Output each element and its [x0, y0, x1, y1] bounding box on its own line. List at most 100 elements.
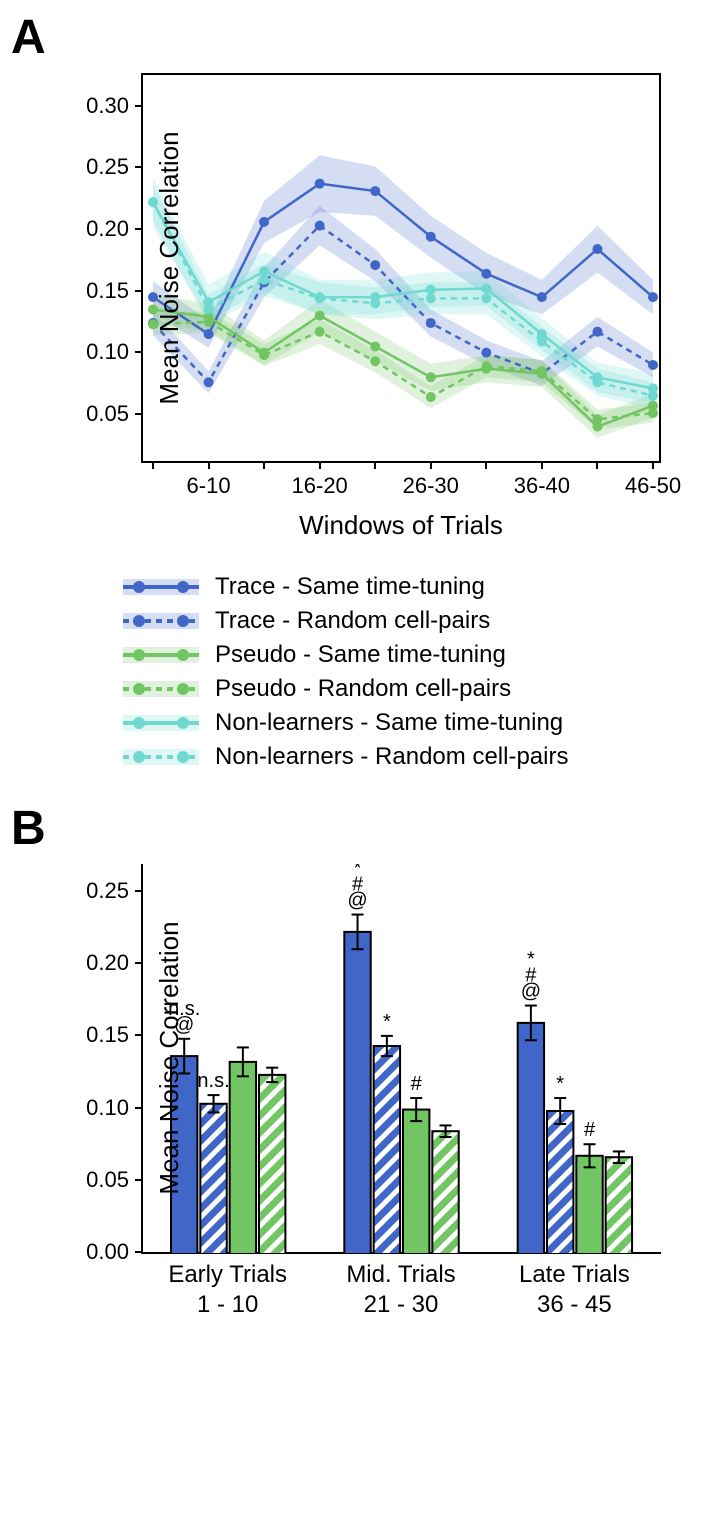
panel-b-label: B — [11, 801, 711, 856]
marker — [481, 269, 491, 279]
legend-label: Trace - Same time-tuning — [215, 573, 485, 601]
marker — [592, 377, 602, 387]
marker — [370, 260, 380, 270]
legend-label: Pseudo - Random cell-pairs — [215, 675, 511, 703]
marker — [426, 285, 436, 295]
marker — [537, 366, 547, 376]
marker — [315, 311, 325, 321]
marker — [315, 293, 325, 303]
marker — [481, 361, 491, 371]
panel-a-xlabel: Windows of Trials — [299, 510, 503, 541]
marker — [481, 293, 491, 303]
bar — [606, 1157, 632, 1254]
y-tick-label: 0.30 — [86, 93, 129, 119]
panel-b-svg: @n.s.n.s.@#**#@#**# — [143, 864, 663, 1254]
y-tick-label: 0.15 — [86, 278, 129, 304]
group-label-top: Late Trials — [519, 1261, 630, 1288]
y-tick-label: 0.05 — [86, 401, 129, 427]
marker — [592, 327, 602, 337]
legend-item: Trace - Same time-tuning — [121, 573, 711, 601]
bar — [576, 1156, 602, 1254]
marker — [204, 329, 214, 339]
bar — [518, 1023, 544, 1254]
bar — [230, 1062, 256, 1254]
panel-b-plot: @n.s.n.s.@#**#@#**# 0.000.050.100.150.20… — [141, 864, 661, 1254]
marker — [648, 292, 658, 302]
group-label-bottom: 1 - 10 — [197, 1291, 258, 1318]
marker — [259, 217, 269, 227]
y-tick-label: 0.20 — [86, 216, 129, 242]
bar — [344, 932, 370, 1254]
panel-a-ylabel: Mean Noise Correlation — [154, 131, 185, 404]
y-tick-label: 0.25 — [86, 154, 129, 180]
marker — [426, 293, 436, 303]
marker — [481, 284, 491, 294]
marker — [426, 318, 436, 328]
marker — [370, 341, 380, 351]
marker — [426, 392, 436, 402]
sig-label: # — [411, 1073, 423, 1095]
y-tick-label: 0.20 — [86, 950, 129, 976]
marker — [370, 298, 380, 308]
legend-item: Trace - Random cell-pairs — [121, 607, 711, 635]
marker — [537, 292, 547, 302]
marker — [648, 408, 658, 418]
panel-a-label: A — [11, 10, 711, 65]
marker — [204, 377, 214, 387]
bar — [403, 1110, 429, 1254]
legend-item: Pseudo - Same time-tuning — [121, 641, 711, 669]
x-tick-label: 46-50 — [625, 473, 681, 499]
legend-label: Pseudo - Same time-tuning — [215, 641, 506, 669]
sig-label: * — [556, 1073, 564, 1095]
group-label-top: Early Trials — [168, 1261, 287, 1288]
marker — [204, 304, 214, 314]
marker — [259, 350, 269, 360]
marker — [426, 232, 436, 242]
marker — [204, 317, 214, 327]
marker — [315, 179, 325, 189]
marker — [481, 348, 491, 358]
bar — [374, 1046, 400, 1254]
bar — [432, 1131, 458, 1254]
legend-label: Trace - Random cell-pairs — [215, 607, 490, 635]
marker — [537, 337, 547, 347]
marker — [592, 414, 602, 424]
marker — [648, 360, 658, 370]
panel-a-svg — [143, 75, 663, 465]
sig-label: * — [354, 864, 362, 880]
panel-a-legend: Trace - Same time-tuning Trace - Random c… — [121, 573, 711, 771]
group-label-top: Mid. Trials — [346, 1261, 455, 1288]
marker — [259, 275, 269, 285]
sig-label: * — [527, 949, 535, 971]
marker — [259, 266, 269, 276]
bar — [547, 1111, 573, 1254]
sig-label: n.s. — [197, 1070, 229, 1092]
legend-label: Non-learners - Same time-tuning — [215, 709, 563, 737]
x-tick-label: 26-30 — [403, 473, 459, 499]
panel-b-ylabel: Mean Noise Correlation — [154, 921, 185, 1194]
y-tick-label: 0.15 — [86, 1022, 129, 1048]
x-tick-label: 6-10 — [187, 473, 231, 499]
sig-label: * — [383, 1011, 391, 1033]
bar — [200, 1104, 226, 1254]
legend-item: Pseudo - Random cell-pairs — [121, 675, 711, 703]
legend-label: Non-learners - Random cell-pairs — [215, 743, 568, 771]
marker — [370, 356, 380, 366]
marker — [315, 327, 325, 337]
panel-a-plot: 0.050.100.150.200.250.30 6-1016-2026-303… — [141, 73, 661, 463]
marker — [648, 391, 658, 401]
marker — [315, 221, 325, 231]
marker — [426, 372, 436, 382]
marker — [370, 186, 380, 196]
panel-b-xlabels: Early Trials1 - 10Mid. Trials21 - 30Late… — [141, 1254, 661, 1334]
y-tick-label: 0.10 — [86, 339, 129, 365]
bar — [259, 1075, 285, 1254]
legend-item: Non-learners - Same time-tuning — [121, 709, 711, 737]
y-tick-label: 0.05 — [86, 1167, 129, 1193]
x-tick-label: 16-20 — [292, 473, 348, 499]
group-label-bottom: 36 - 45 — [537, 1291, 612, 1318]
marker — [592, 244, 602, 254]
y-tick-label: 0.10 — [86, 1095, 129, 1121]
x-tick-label: 36-40 — [514, 473, 570, 499]
sig-label: # — [584, 1119, 596, 1141]
